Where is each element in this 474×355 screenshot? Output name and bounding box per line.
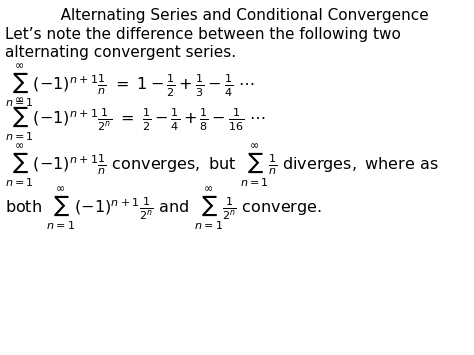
Text: Alternating Series and Conditional Convergence: Alternating Series and Conditional Conve…: [46, 8, 428, 23]
Text: $\sum_{n=1}^{\infty}(-1)^{n+1}\frac{1}{2^n}\ =\ \frac{1}{2}-\frac{1}{4}+\frac{1}: $\sum_{n=1}^{\infty}(-1)^{n+1}\frac{1}{2…: [5, 97, 266, 143]
Text: $\mathrm{both\ }\sum_{n=1}^{\infty}(-1)^{n+1}\frac{1}{2^n}\mathrm{\ and\ }\sum_{: $\mathrm{both\ }\sum_{n=1}^{\infty}(-1)^…: [5, 186, 322, 233]
Text: $\sum_{n=1}^{\infty}(-1)^{n+1}\frac{1}{n}$$\mathrm{\ converges,\ but\ }\sum_{n=1: $\sum_{n=1}^{\infty}(-1)^{n+1}\frac{1}{n…: [5, 143, 438, 189]
Text: $\sum_{n=1}^{\infty}(-1)^{n+1}\frac{1}{n}\ =\ 1-\frac{1}{2}+\frac{1}{3}-\frac{1}: $\sum_{n=1}^{\infty}(-1)^{n+1}\frac{1}{n…: [5, 63, 255, 109]
Text: alternating convergent series.: alternating convergent series.: [5, 45, 236, 60]
Text: Let’s note the difference between the following two: Let’s note the difference between the fo…: [5, 27, 401, 42]
